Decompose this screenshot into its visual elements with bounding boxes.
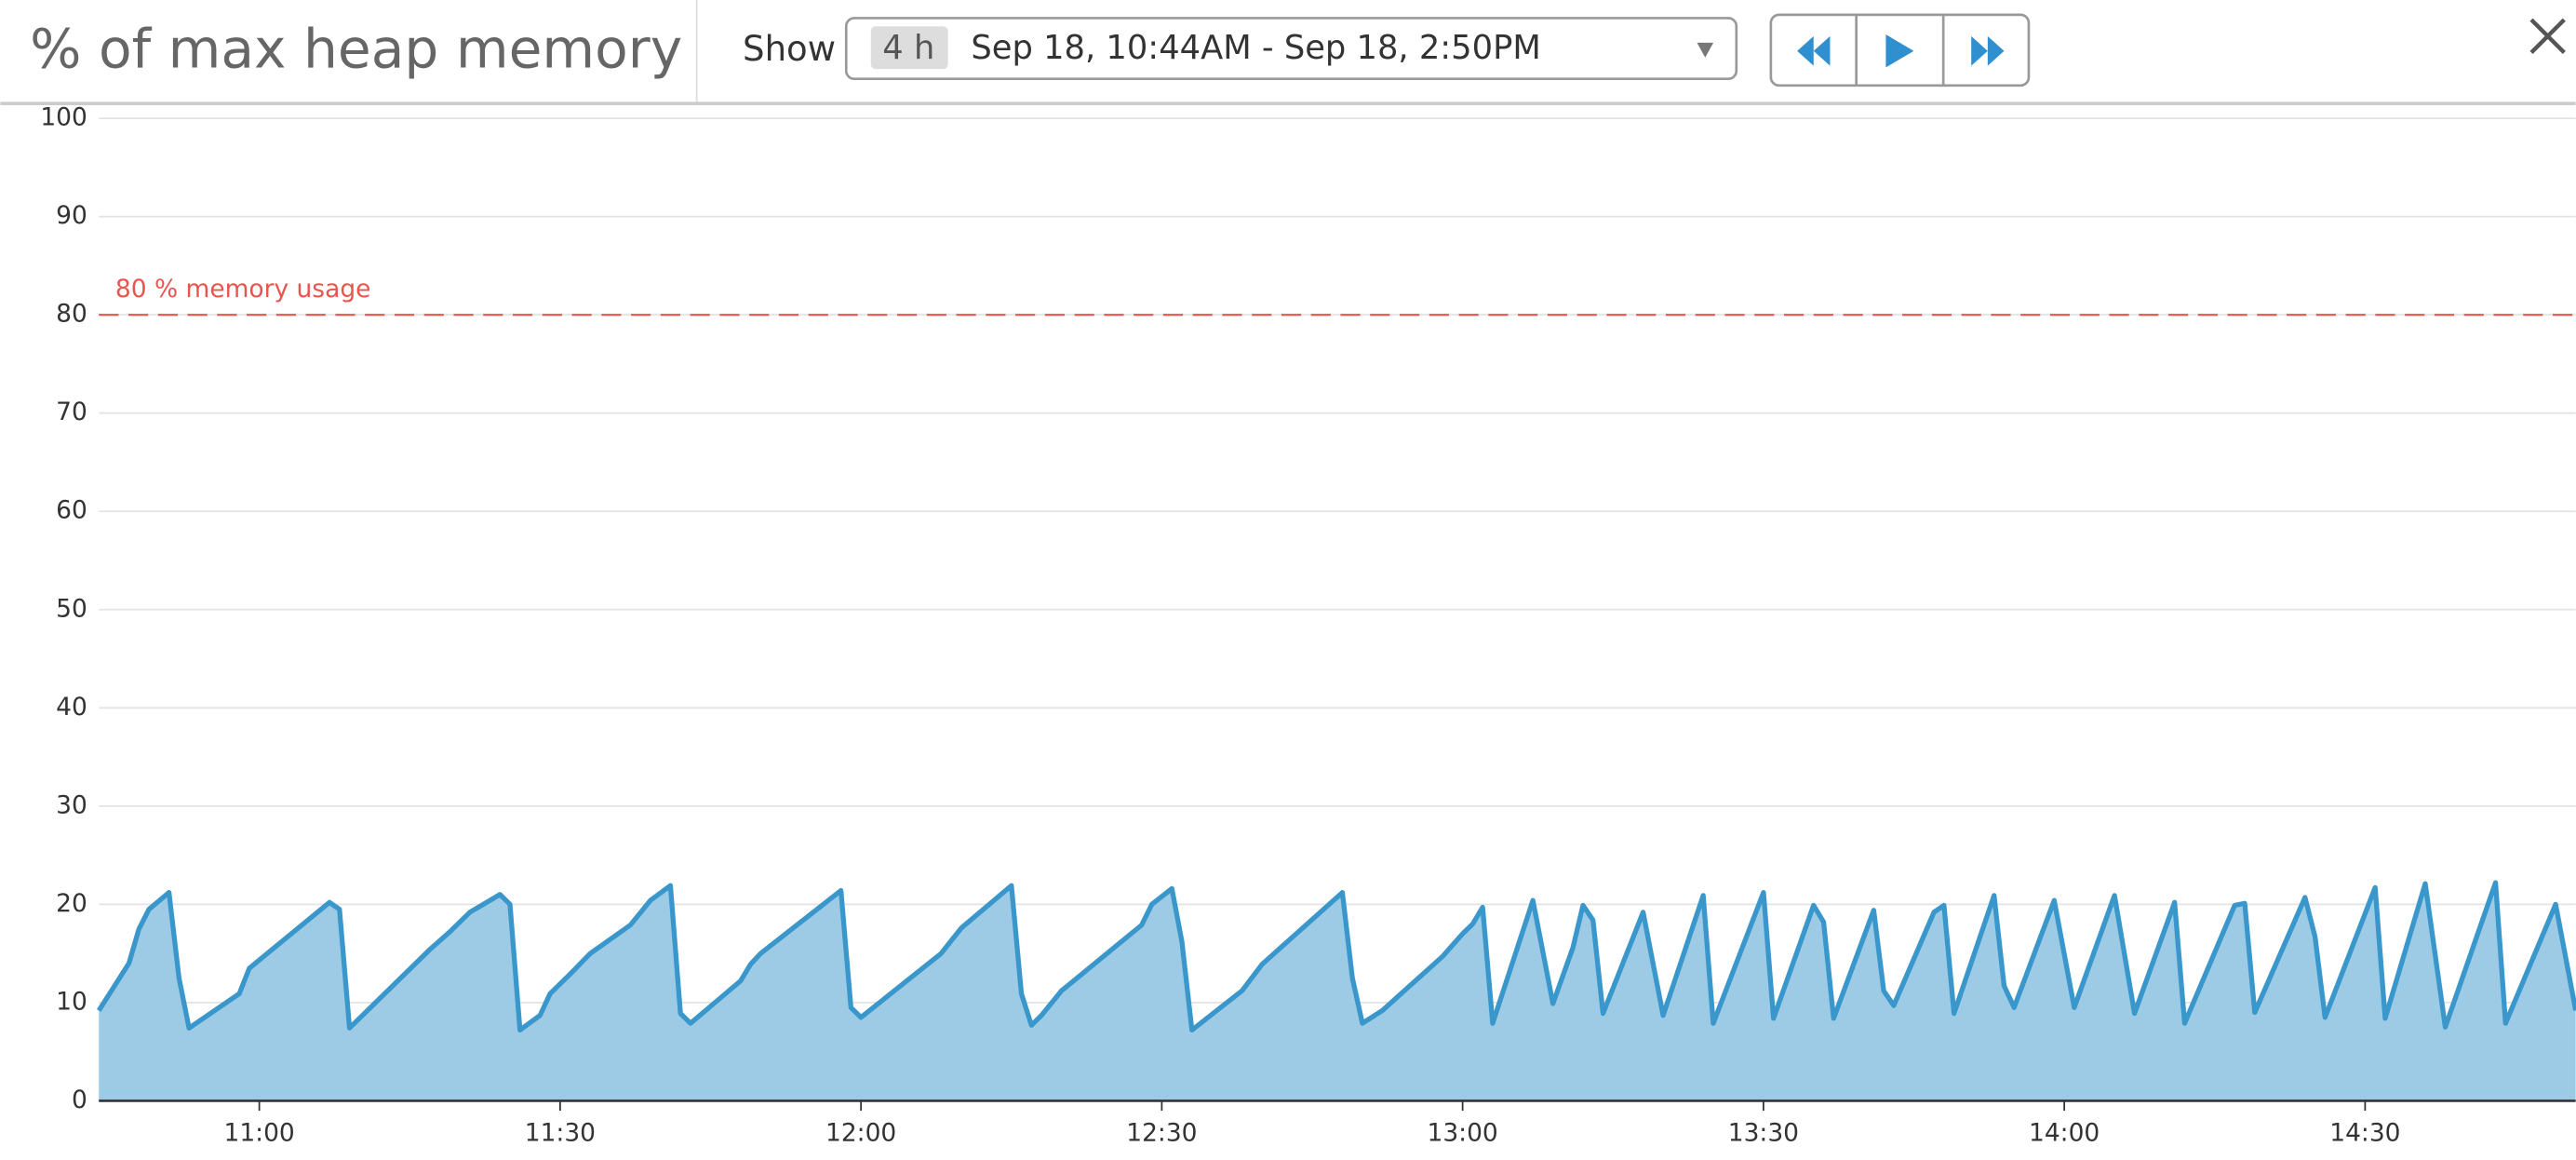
y-tick-label: 60 [56,496,87,525]
y-tick-label: 30 [56,790,87,819]
x-tick-label: 12:30 [1126,1118,1197,1147]
y-tick-label: 70 [56,398,87,426]
close-button-part [2529,18,2566,55]
x-tick-label: 11:00 [223,1118,294,1147]
duration: 4 h [882,29,934,67]
x-tick-label: 13:00 [1427,1118,1497,1147]
line [97,880,2576,1033]
y-tick-label: 0 [72,1086,87,1114]
x-tick-label: 13:30 [1728,1118,1799,1147]
forward-button[interactable] [1971,35,1988,66]
dropdown-arrow [1697,42,1714,58]
forward-button-part [1987,35,2005,66]
threshold-label: 80 % memory usage [115,275,371,303]
duration-badge [870,26,948,70]
time-range: Sep 18, 10:44AM - Sep 18, 2:50PM [971,29,1540,67]
rewind-button-part [1813,35,1831,66]
x-tick-label: 12:00 [825,1118,896,1147]
x-tick-label: 14:30 [2329,1118,2400,1147]
x-tick-label: 14:00 [2029,1118,2100,1147]
y-tick-label: 100 [40,103,87,132]
show-label: Show [743,29,836,69]
y-tick-label: 50 [56,594,87,623]
time-dropdown[interactable] [844,17,1738,81]
area [99,883,2576,1101]
rewind-button[interactable] [1797,35,1814,66]
y-tick-label: 20 [56,889,87,918]
play-button[interactable] [1885,34,1914,68]
y-tick-label: 10 [56,987,87,1016]
y-tick-label: 90 [56,201,87,230]
y-tick-label: 80 [56,300,87,329]
y-tick-label: 40 [56,693,87,722]
x-tick-label: 11:30 [525,1118,596,1147]
widget-title: % of max heap memory [30,18,682,81]
